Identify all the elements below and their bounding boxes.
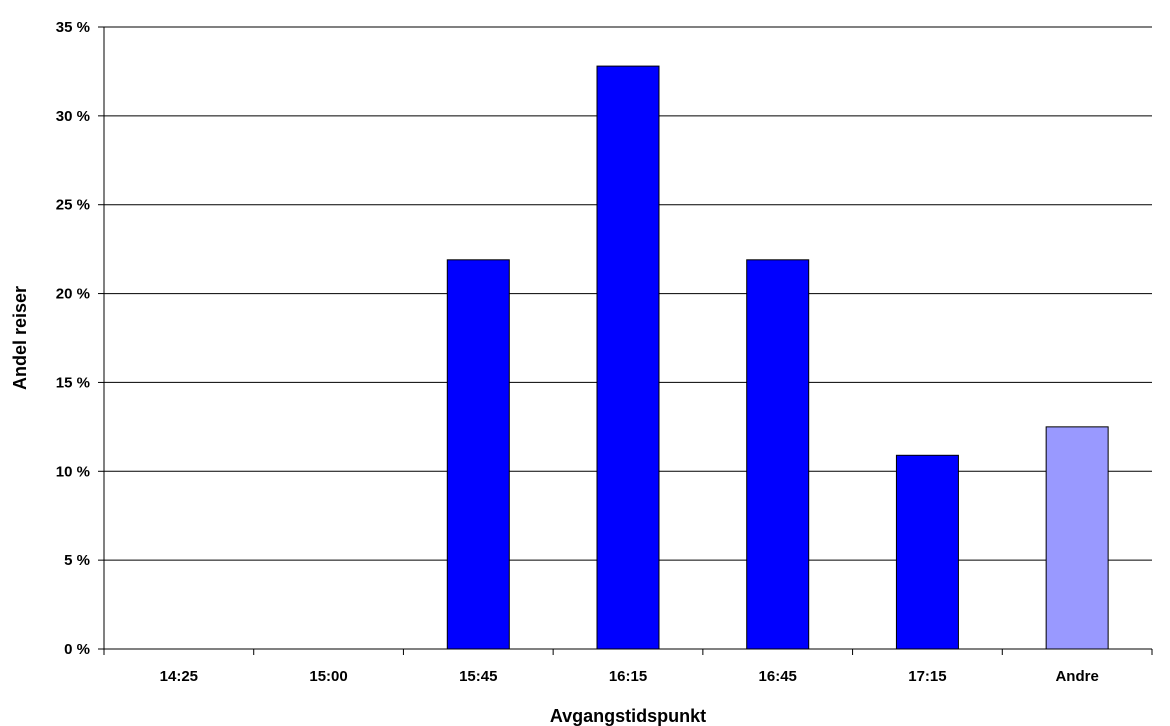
- y-tick-label: 5 %: [64, 552, 90, 569]
- x-tick-label: 16:15: [609, 668, 647, 685]
- x-tick-label: 17:15: [908, 668, 946, 685]
- x-tick-label: 15:00: [309, 668, 347, 685]
- y-tick-label: 35 %: [56, 19, 90, 36]
- y-tick-label: 25 %: [56, 197, 90, 214]
- y-tick-label: 0 %: [64, 641, 90, 658]
- bar-1645: [746, 259, 810, 650]
- x-ticks: 14:25 15:00 15:45 16:15 16:45 17:15 Andre: [103, 649, 1153, 685]
- x-tick-label: 16:45: [759, 668, 797, 685]
- bar-1715: [895, 454, 959, 650]
- y-tick-label: 30 %: [56, 108, 90, 125]
- x-tick-label: Andre: [1055, 668, 1098, 685]
- bar-1615: [596, 65, 660, 650]
- x-tick-label: 15:45: [459, 668, 497, 685]
- y-tick-label: 20 %: [56, 286, 90, 303]
- bars: [446, 65, 1109, 650]
- y-tick-label: 10 %: [56, 463, 90, 480]
- x-axis-title: Avgangstidspunkt: [550, 706, 706, 726]
- y-ticks: 0 % 5 % 10 % 15 % 20 % 25 % 30 % 35 %: [56, 19, 104, 658]
- y-tick-label: 15 %: [56, 374, 90, 391]
- bar-andre: [1045, 426, 1109, 650]
- x-tick-label: 14:25: [160, 668, 198, 685]
- y-axis-title: Andel reiser: [10, 286, 30, 390]
- bar-1545: [446, 259, 510, 650]
